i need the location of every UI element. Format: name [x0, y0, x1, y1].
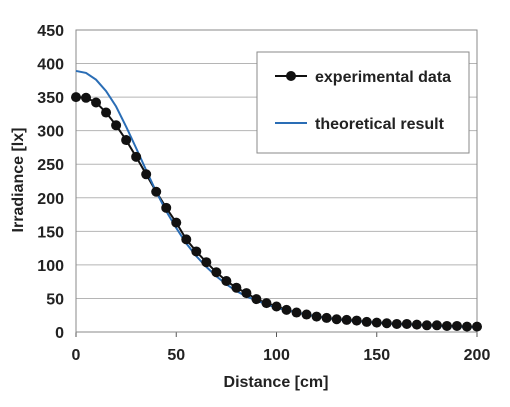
- plot-frame: [75, 29, 478, 333]
- x-axis-title: Distance [cm]: [224, 374, 329, 391]
- experimental-data-point: [141, 169, 152, 180]
- experimental-data-point: [351, 315, 362, 326]
- experimental-data-point: [381, 318, 392, 329]
- experimental-data-point: [461, 321, 472, 332]
- experimental-data-point: [321, 312, 332, 323]
- x-tick-label: 150: [363, 347, 390, 364]
- experimental-data-point: [121, 135, 132, 146]
- experimental-data-point: [401, 318, 412, 329]
- y-tick-label: 150: [37, 224, 64, 241]
- experimental-data-point: [441, 320, 452, 331]
- y-tick-label: 100: [37, 258, 64, 275]
- legend: experimental data theoretical result: [256, 51, 470, 154]
- experimental-data-point: [451, 320, 462, 331]
- experimental-data-point: [251, 294, 262, 305]
- experimental-data-point: [472, 321, 482, 332]
- legend-label-theoretical: theoretical result: [315, 116, 445, 133]
- series-layer: [71, 69, 482, 332]
- legend-experimental-marker: [286, 71, 296, 81]
- experimental-data-point: [211, 267, 222, 278]
- x-tick-label: 100: [263, 347, 290, 364]
- experimental-data-point: [341, 314, 352, 325]
- experimental-data-point: [111, 120, 122, 131]
- experimental-data-point: [301, 309, 312, 320]
- experimental-data-point: [291, 307, 302, 318]
- axes-layer: 0 50 100 150 200 250 300 350 400 450 0 50 100 150 200: [37, 23, 490, 364]
- experimental-data-point: [431, 320, 442, 331]
- experimental-data-point: [261, 298, 272, 309]
- x-tick-label: 0: [72, 347, 81, 364]
- y-tick-label: 50: [46, 291, 64, 308]
- experimental-data-point: [91, 97, 102, 108]
- experimental-data-point: [311, 311, 322, 322]
- experimental-data-point: [71, 92, 81, 103]
- y-tick-label: 250: [37, 157, 64, 174]
- y-tick-label: 200: [37, 191, 64, 208]
- experimental-data-point: [191, 246, 202, 257]
- experimental-data-point: [151, 186, 162, 197]
- experimental-data-point: [271, 301, 282, 312]
- experimental-data-point: [371, 317, 382, 328]
- experimental-data-point: [411, 319, 422, 330]
- experimental-data-point: [171, 217, 182, 228]
- y-tick-label: 450: [37, 23, 64, 40]
- experimental-data-point: [101, 107, 112, 118]
- x-tick-label: 50: [167, 347, 185, 364]
- experimental-data-point: [81, 92, 92, 103]
- experimental-data-point: [421, 320, 432, 331]
- legend-label-experimental: experimental data: [315, 69, 451, 86]
- experimental-data-point: [361, 316, 372, 327]
- y-tick-label: 300: [37, 124, 64, 141]
- experimental-data-point: [331, 314, 342, 325]
- experimental-data-point: [231, 282, 242, 293]
- y-tick-label: 0: [55, 325, 64, 342]
- x-tick-label: 200: [464, 347, 491, 364]
- legend-box: [256, 51, 470, 154]
- experimental-data-point: [161, 202, 172, 213]
- y-tick-label: 350: [37, 90, 64, 107]
- y-axis-title: Irradiance [lx]: [10, 128, 27, 233]
- experimental-data-point: [241, 288, 252, 299]
- experimental-data-point: [131, 151, 142, 162]
- experimental-data-point: [221, 275, 232, 286]
- experimental-data-point: [391, 318, 402, 329]
- experimental-data-point: [201, 257, 212, 268]
- experimental-data-point: [281, 304, 292, 315]
- experimental-data-point: [181, 234, 192, 245]
- y-tick-label: 400: [37, 57, 64, 74]
